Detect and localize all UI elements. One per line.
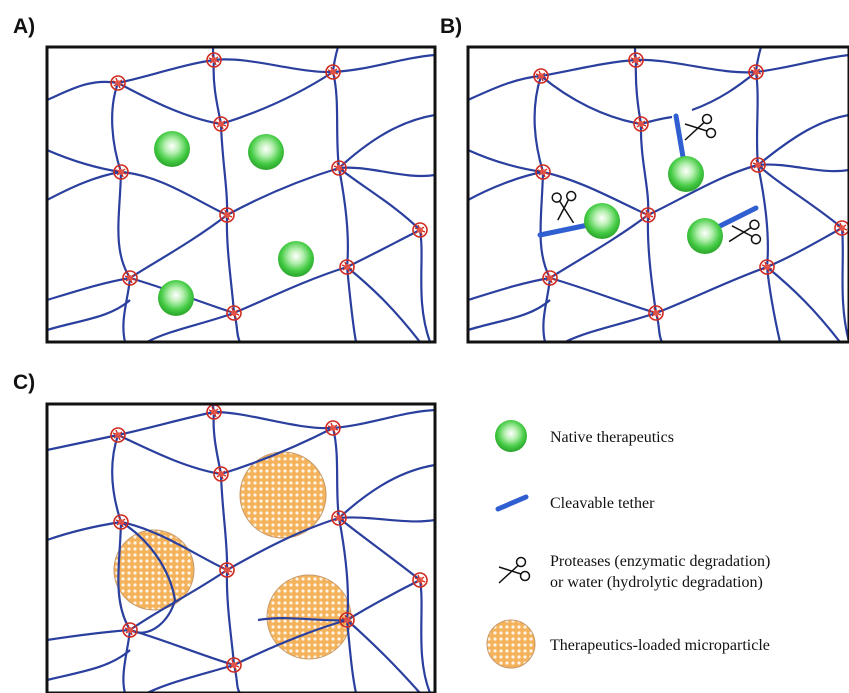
panel-c xyxy=(45,402,437,693)
panel-a-label: A) xyxy=(13,15,36,38)
panel-b-therapeutics xyxy=(584,156,723,254)
legend-cleavable-tether-label: Cleavable tether xyxy=(550,495,655,512)
legend-microparticle-label: Therapeutics-loaded microparticle xyxy=(550,637,770,654)
panel-b xyxy=(466,45,849,344)
legend: Native therapeutics Cleavable tether Pro… xyxy=(486,420,770,669)
legend-microparticle-symbol xyxy=(486,619,536,669)
panel-b-tethers xyxy=(537,113,759,238)
panel-a-therapeutics xyxy=(154,131,314,316)
panel-a-network xyxy=(47,47,435,342)
legend-scissors-icon xyxy=(498,556,531,584)
panel-a-crosslinks xyxy=(110,52,428,321)
legend-protease-label-line2: or water (hydrolytic degradation) xyxy=(550,574,763,591)
panel-b-label: B) xyxy=(440,15,463,38)
panel-b-network xyxy=(468,47,849,342)
panel-c-label: C) xyxy=(13,371,36,394)
panel-a-frame xyxy=(45,45,437,344)
panel-c-microparticles xyxy=(113,451,352,660)
legend-cleavable-tether-symbol xyxy=(495,494,529,512)
legend-native-therapeutics-symbol xyxy=(495,420,527,452)
legend-protease-label-line1: Proteases (enzymatic degradation) xyxy=(550,553,770,570)
panel-c-frame xyxy=(45,402,437,693)
legend-native-therapeutics-label: Native therapeutics xyxy=(550,429,674,446)
panel-c-network xyxy=(47,404,435,693)
panel-a xyxy=(45,45,437,344)
panel-b-frame xyxy=(466,45,849,344)
